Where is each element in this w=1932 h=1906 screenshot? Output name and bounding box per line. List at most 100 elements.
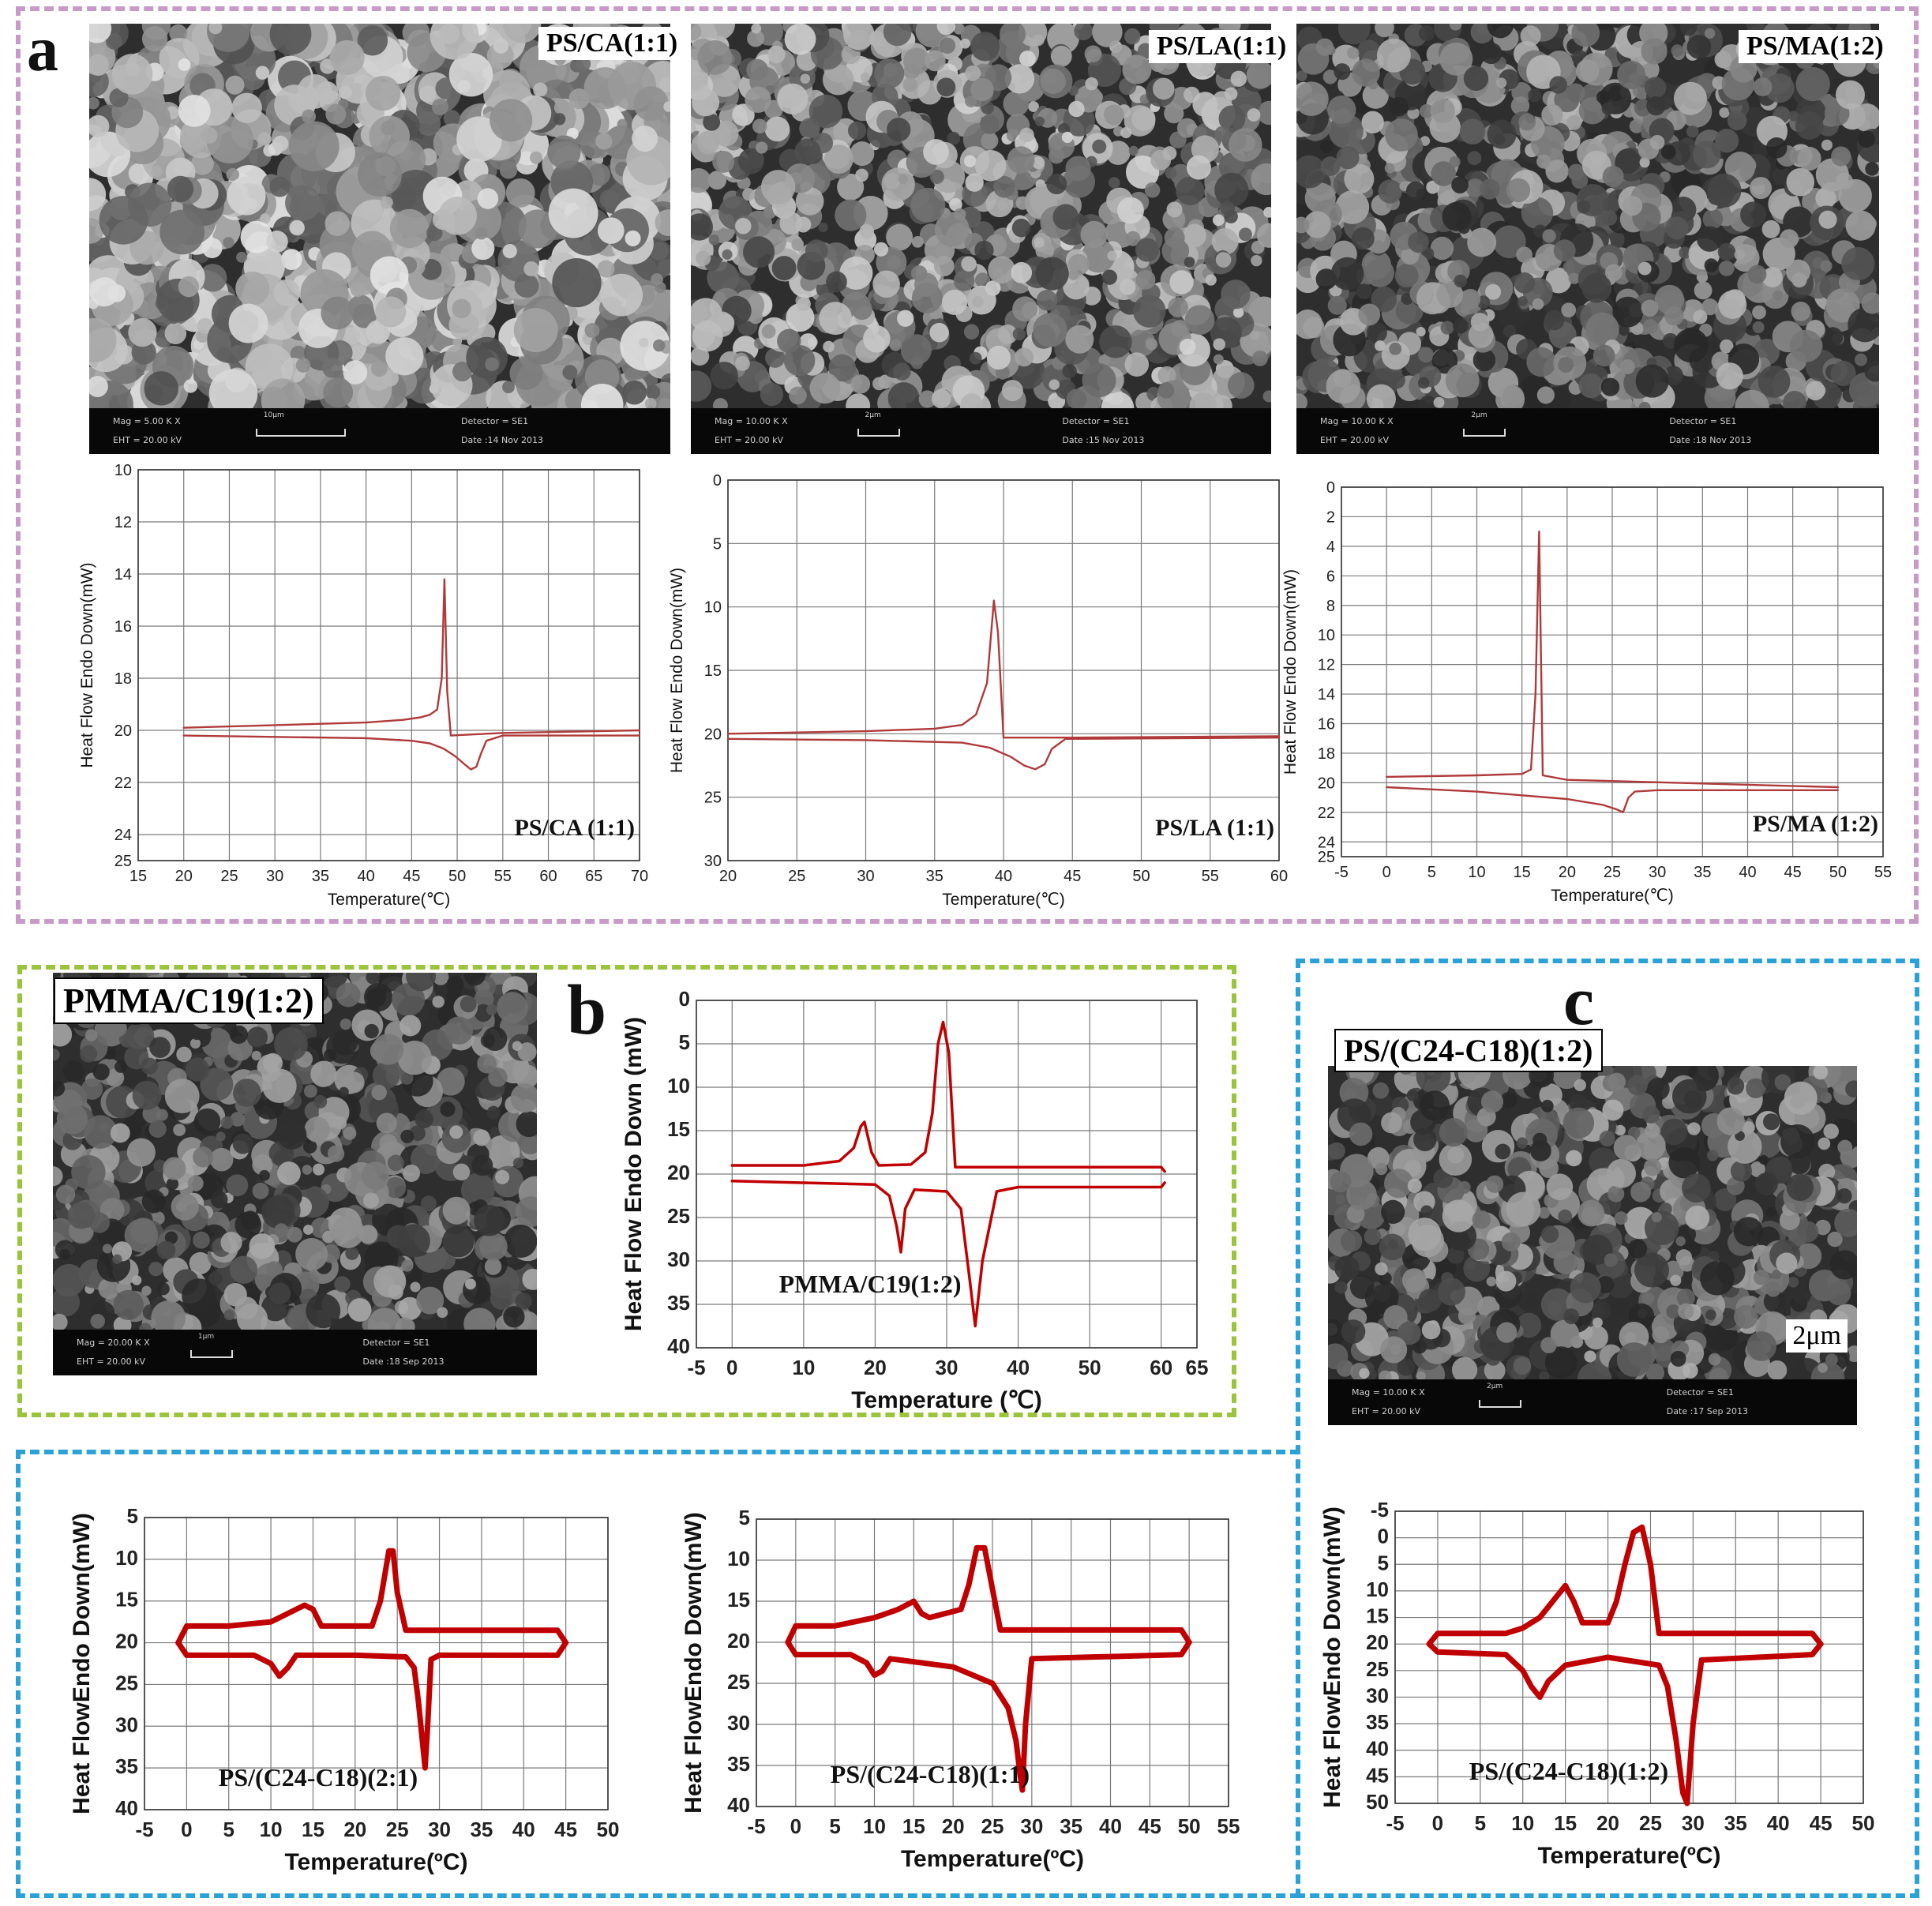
y-tick-label: 22 <box>1318 805 1335 822</box>
x-tick-label: 10 <box>260 1818 283 1841</box>
x-tick-label: 40 <box>995 868 1012 885</box>
series-line-heating <box>1426 1641 1824 1807</box>
y-tick-label: 25 <box>115 1671 138 1694</box>
x-tick-label: 50 <box>448 868 466 885</box>
sem-info-bar: Mag = 5.00 K X EHT = 20.00 kV Detector = S… <box>89 408 670 454</box>
x-tick-label: 50 <box>597 1818 620 1841</box>
y-tick-label: 8 <box>1326 598 1335 615</box>
x-tick-label: 40 <box>1739 864 1756 881</box>
sem-info-bar: Mag = 10.00 K X EHT = 20.00 kV Detector = … <box>1296 408 1879 454</box>
series-line-cooling <box>175 1548 569 1646</box>
x-tick-label: 0 <box>181 1818 192 1841</box>
chart-annotation: PS/LA (1:1) <box>1155 815 1274 841</box>
x-tick-label: 20 <box>343 1818 366 1841</box>
sem-date-text: Date :14 Nov 2013 <box>461 435 543 445</box>
sem-texture <box>1296 24 1879 408</box>
y-tick-label: 6 <box>1326 568 1335 585</box>
y-tick-label: 35 <box>727 1752 750 1776</box>
x-tick-label: 50 <box>1079 1356 1101 1379</box>
series-line-heating <box>726 737 1281 771</box>
y-tick-label: 25 <box>1366 1657 1389 1681</box>
sem-detector-text: Detector = SE1 <box>1669 416 1737 426</box>
x-tick-label: 5 <box>1475 1811 1486 1835</box>
y-tick-label: 50 <box>1366 1790 1389 1814</box>
y-tick-label: 0 <box>1378 1525 1389 1548</box>
sem-image-ps-la: Mag = 10.00 K X EHT = 20.00 kV Detector = … <box>691 24 1271 454</box>
plot-frame <box>144 1517 609 1810</box>
x-tick-label: 40 <box>1007 1356 1030 1379</box>
y-tick-label: 35 <box>1366 1710 1389 1734</box>
sem-mag-text: Mag = 10.00 K X <box>715 416 788 426</box>
x-tick-label: 15 <box>1514 864 1531 881</box>
x-tick-label: 40 <box>512 1818 535 1841</box>
y-tick-label: 40 <box>727 1793 750 1817</box>
x-axis-label: Temperature(ºC) <box>901 1846 1084 1872</box>
y-tick-label: 16 <box>114 618 132 636</box>
x-tick-label: 25 <box>1604 864 1621 881</box>
x-axis-label: Temperature (℃) <box>851 1387 1042 1413</box>
x-tick-label: 25 <box>981 1814 1004 1838</box>
sem-image-ps-ma: Mag = 10.00 K X EHT = 20.00 kV Detector = … <box>1296 24 1879 454</box>
x-tick-label: 30 <box>1649 864 1666 881</box>
x-tick-label: 60 <box>539 868 557 885</box>
x-tick-label: 5 <box>1427 864 1436 881</box>
x-tick-label: -5 <box>1386 1811 1404 1835</box>
chart-annotation: PS/(C24-C18)(1:1) <box>831 1760 1030 1788</box>
x-tick-label: 35 <box>470 1818 493 1841</box>
sem-scale-text: 1μm <box>197 1333 215 1341</box>
sem-detector-text: Detector = SE1 <box>362 1338 430 1348</box>
sem-scale-text: 2μm <box>1487 1383 1503 1390</box>
series-line-cooling <box>726 599 1281 739</box>
x-tick-label: 50 <box>1132 868 1150 885</box>
x-tick-label: 35 <box>312 868 329 885</box>
x-tick-label: 5 <box>223 1818 234 1841</box>
x-tick-label: 35 <box>926 868 943 885</box>
x-tick-label: 15 <box>902 1814 925 1838</box>
x-axis-label: Temperature(ºC) <box>284 1849 467 1875</box>
sem-eht-text: EHT = 20.00 kV <box>77 1356 146 1367</box>
y-tick-label: 4 <box>1326 538 1335 556</box>
x-tick-label: 55 <box>1874 864 1892 881</box>
y-tick-label: 24 <box>114 827 132 844</box>
sem-date-text: Date :17 Sep 2013 <box>1666 1406 1749 1416</box>
series-line-heating <box>785 1639 1192 1793</box>
y-tick-label: 40 <box>667 1334 690 1358</box>
x-axis-label: Temperature(ºC) <box>1537 1843 1720 1869</box>
y-tick-label: 5 <box>713 535 722 553</box>
series-line-cooling <box>730 1020 1166 1173</box>
dsc-chart-ps-c24c18-11: -5 0 5 10 15 20 25 30 35 40 45 50 55 5 10 15 20 25 30 35 40 T… <box>663 1467 1263 1885</box>
sem-image-ps-ca: Mag = 5.00 K X EHT = 20.00 kV Detector = S… <box>89 24 670 454</box>
y-tick-label: 22 <box>114 775 132 792</box>
y-tick-label: 18 <box>114 670 132 688</box>
sem-scale-text: 10μm <box>263 411 284 419</box>
x-tick-label: 50 <box>1852 1811 1875 1835</box>
sem-mag-text: Mag = 5.00 K X <box>113 416 181 426</box>
sem-eht-text: EHT = 20.00 kV <box>1352 1406 1421 1416</box>
x-tick-label: 60 <box>1270 868 1288 885</box>
sem-image-ps-c24c18: Mag = 10.00 K X EHT = 20.00 kV Detector = … <box>1328 1066 1857 1425</box>
dsc-chart-ps-c24c18-21: -5 0 5 10 15 20 25 30 35 40 45 50 5 10 15 20 25 30 35 40 Tem… <box>32 1467 640 1885</box>
x-tick-label: 5 <box>829 1814 840 1838</box>
sem-image-pmma-c19: Mag = 20.00 K X EHT = 20.00 kV Detector = … <box>53 973 537 1375</box>
sem-mag-text: Mag = 10.00 K X <box>1320 416 1394 426</box>
x-tick-label: -5 <box>747 1814 765 1838</box>
sem-texture <box>53 973 537 1330</box>
sem-scale-bar <box>857 429 900 437</box>
panel-c-bottom-frame <box>16 1450 1300 1898</box>
chart-canvas: -5 0 10 20 30 40 50 60 65 0 5 10 15 20 25 30 35 40 Tempera… <box>621 987 1209 1413</box>
x-tick-label: 65 <box>1186 1356 1209 1379</box>
x-tick-label: 30 <box>1682 1811 1705 1835</box>
x-tick-label: 0 <box>1432 1811 1443 1835</box>
y-tick-label: 10 <box>704 599 722 617</box>
y-tick-label: 0 <box>679 987 690 1011</box>
y-tick-label: 15 <box>704 662 722 680</box>
x-tick-label: 30 <box>1020 1814 1043 1838</box>
sem-date-text: Date :18 Nov 2013 <box>1669 435 1752 445</box>
sem-eht-text: EHT = 20.00 kV <box>1320 435 1390 445</box>
x-tick-label: 30 <box>428 1818 451 1841</box>
sem-label: PS/CA(1:1) <box>538 27 686 60</box>
x-tick-label: 55 <box>1217 1814 1240 1838</box>
x-tick-label: 25 <box>788 868 805 885</box>
chart-annotation: PMMA/C19(1:2) <box>778 1270 961 1298</box>
y-tick-label: 30 <box>704 853 722 870</box>
